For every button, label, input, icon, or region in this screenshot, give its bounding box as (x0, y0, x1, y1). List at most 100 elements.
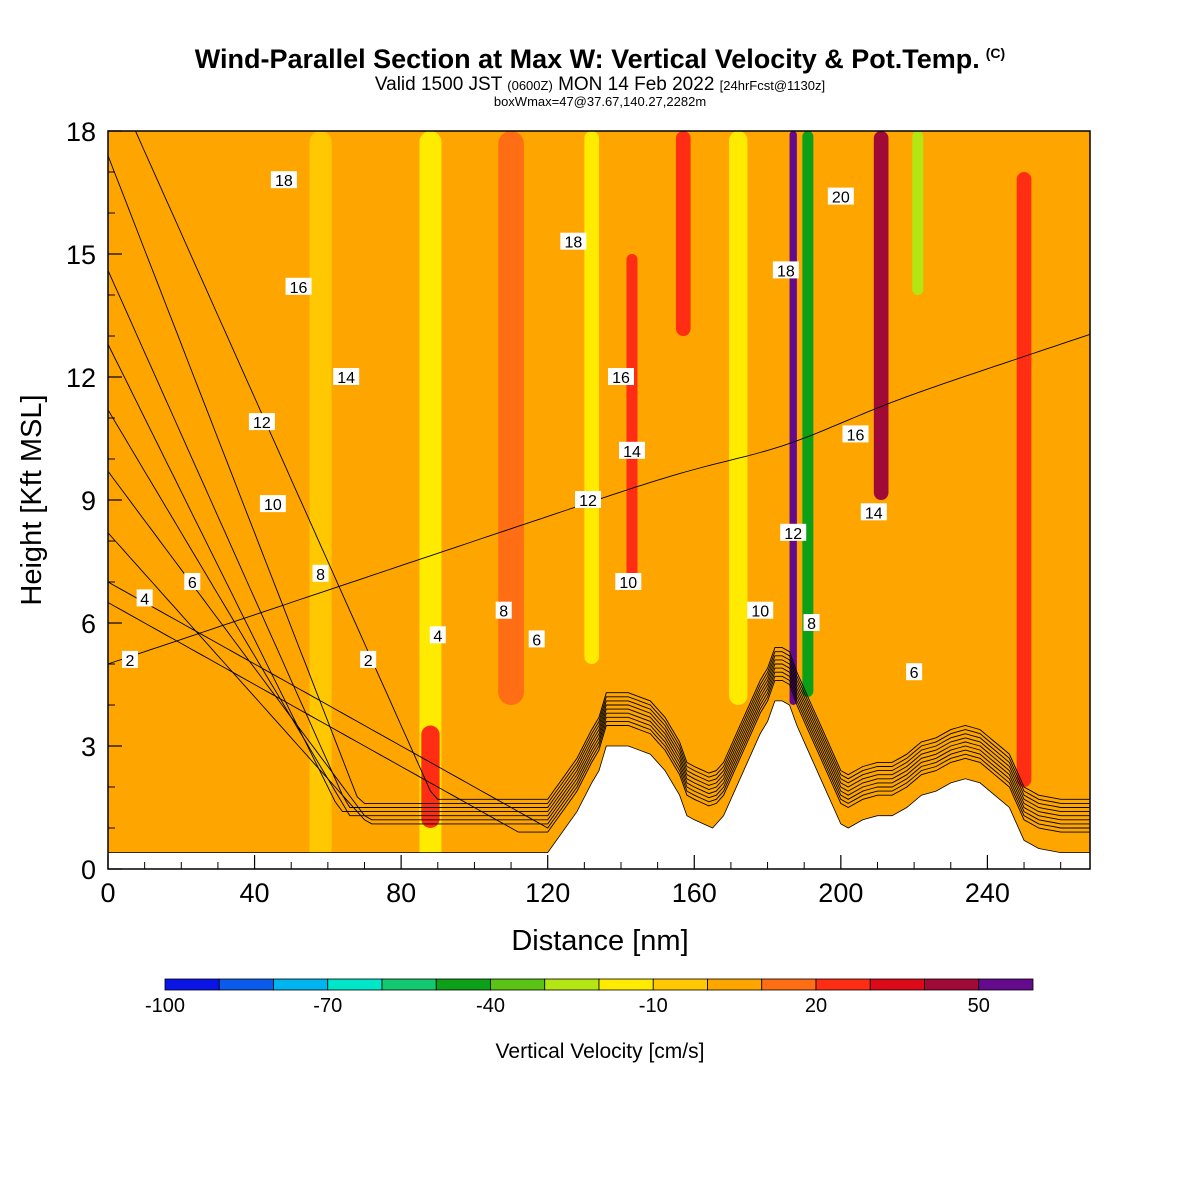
y-tick-label: 3 (81, 732, 96, 762)
colorbar-swatch (815, 978, 871, 991)
y-tick-label: 6 (81, 609, 96, 639)
colorbar-tick-label: -70 (313, 995, 342, 1017)
y-tick-label: 18 (66, 117, 96, 147)
contour-label: 14 (337, 370, 355, 387)
contour-label: 2 (364, 653, 373, 670)
contour-label: 18 (564, 235, 582, 252)
velocity-band (873, 131, 889, 500)
copyright-mark: (C) (985, 45, 1006, 61)
colorbar-swatch (761, 978, 817, 991)
contour-label: 10 (264, 497, 282, 514)
x-tick-label: 200 (818, 878, 863, 908)
colorbar-tick-label: 20 (805, 995, 827, 1017)
velocity-band (729, 131, 748, 705)
contour-label-box (121, 650, 138, 668)
colorbar-swatch (490, 978, 546, 991)
colorbar-swatch (652, 978, 708, 991)
boxwmax-info: boxWmax=47@37.67,140.27,2282m (493, 94, 707, 109)
valid-utc: (0600Z) (507, 78, 553, 93)
contour-label: 20 (832, 190, 850, 207)
contour-label: 8 (499, 604, 508, 621)
contour-label: 4 (140, 591, 149, 608)
velocity-band (912, 131, 924, 295)
contour-label-box (860, 503, 887, 521)
contour-label: 18 (777, 263, 795, 280)
colorbar-tick-label: -10 (639, 995, 668, 1017)
contour-label: 16 (847, 427, 865, 444)
velocity-band (802, 131, 814, 697)
terrain (108, 700, 1090, 869)
colorbar-swatch (924, 978, 980, 991)
contour-label-box (528, 630, 545, 648)
contour-label: 14 (623, 444, 641, 461)
contour-label-box (429, 626, 446, 644)
velocity-band (498, 131, 524, 705)
chart-title: Wind-Parallel Section at Max W: Vertical… (194, 44, 1006, 74)
colorbar-tick-label: 50 (968, 995, 990, 1017)
colorbar: -100 -70 -40 -10 20 50 (145, 978, 1034, 1017)
contour-label-box (136, 589, 153, 607)
contour-label-box (259, 495, 286, 513)
contour-label-box (780, 523, 807, 541)
contour-label: 14 (865, 505, 883, 522)
colorbar-swatch (598, 978, 654, 991)
velocity-band (1016, 172, 1032, 787)
contour-label-box (285, 277, 312, 295)
colorbar-label: Vertical Velocity [cm/s] (496, 1040, 705, 1063)
contour-label: 16 (612, 370, 630, 387)
velocity-band (675, 131, 691, 336)
contour-label: 12 (784, 526, 802, 543)
theta-contour-line (108, 471, 1090, 821)
theta-contour-line (108, 344, 1090, 813)
contour-label: 12 (579, 493, 597, 510)
theta-contour-line (134, 131, 1090, 800)
theta-contour-line (108, 532, 1090, 825)
y-axis-label: Height [Kft MSL] (16, 394, 48, 605)
contour-label: 12 (253, 415, 271, 432)
x-tick-label: 40 (240, 878, 270, 908)
y-tick-label: 12 (66, 363, 96, 393)
y-tick-label: 0 (81, 855, 96, 885)
x-tick-label: 120 (525, 878, 570, 908)
contour-label: 6 (910, 665, 919, 682)
velocity-band (108, 610, 182, 869)
contour-label: 8 (807, 616, 816, 633)
theta-contour-line (108, 602, 1090, 833)
contour-label-box (607, 368, 634, 385)
velocity-band (584, 131, 599, 664)
theta-contours (108, 131, 1090, 833)
contour-labels: 18 18 18 20 16 16 16 14 14 14 12 12 12 10 10 10 8 8 8 6 6 6 4 4… (121, 171, 923, 682)
contour-label: 18 (275, 173, 293, 190)
colorbar-swatch (218, 978, 274, 991)
contour-label: 8 (316, 567, 325, 584)
theta-contour-line (108, 155, 1090, 804)
velocity-band (789, 131, 797, 705)
contour-label-box (842, 425, 869, 443)
colorbar-swatch (273, 978, 329, 991)
y-tick-label: 15 (66, 240, 96, 270)
x-tick-label: 0 (100, 878, 115, 908)
colorbar-tick-label: -100 (145, 995, 185, 1017)
colorbar-swatch (164, 978, 220, 991)
contour-label-box (495, 601, 512, 619)
contour-label: 6 (532, 632, 541, 649)
colorbar-swatch (544, 978, 600, 991)
contour-label-box (248, 413, 275, 431)
theta-contour-line (108, 409, 1090, 817)
contour-label-box (184, 573, 201, 590)
velocity-band (335, 623, 365, 869)
contour-label: 4 (433, 628, 442, 645)
contour-label-box (560, 232, 587, 250)
colorbar-swatch (435, 978, 491, 991)
contour-label-box (615, 573, 642, 590)
terrain-profile (108, 700, 1090, 869)
axes: 0 40 80 120 160 200 240 0 3 6 9 12 15 18 (66, 117, 1062, 908)
colorbar-swatch (978, 978, 1034, 991)
contour-label-box (312, 564, 329, 582)
velocity-band (309, 131, 332, 869)
contour-label-box (906, 663, 923, 681)
contour-label-box (747, 601, 774, 619)
contour-label-box (827, 187, 854, 205)
contour-label: 2 (126, 653, 135, 670)
contour-label-box (618, 441, 645, 459)
